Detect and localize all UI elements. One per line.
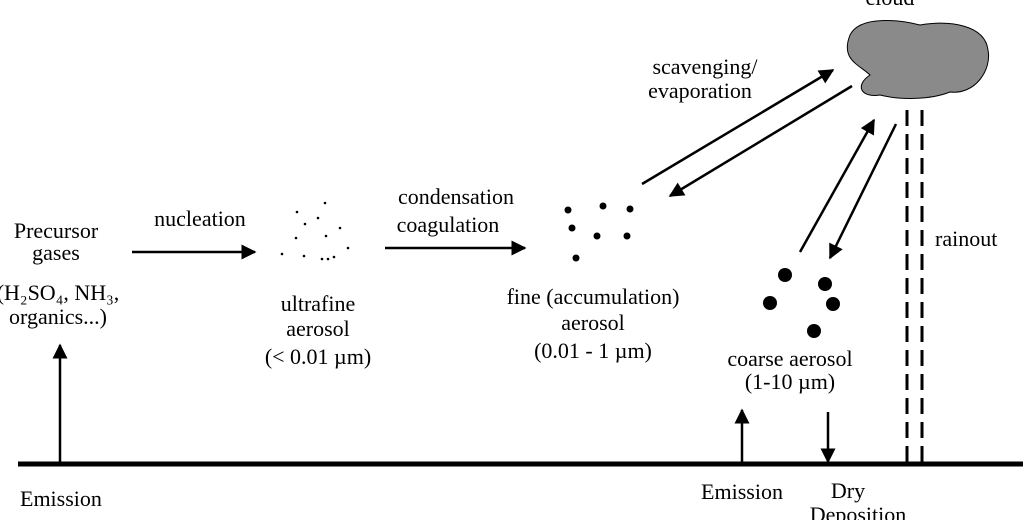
condensation-label: condensation [398,184,514,209]
ultrafine-particles [280,201,350,261]
ultrafine-label: aerosol [286,316,350,341]
coarse-label: (1-10 µm) [745,369,835,394]
arrow [641,68,835,186]
arrow [798,118,876,253]
deposition-label: Deposition [810,502,907,520]
ultrafine-label: ultrafine [281,291,356,316]
fine-label: (0.01 - 1 µm) [534,338,652,363]
fine-label: fine (accumulation) [507,284,680,309]
fine-particles [564,202,634,262]
precursor-label: Precursor [14,218,99,243]
cloud-shape [847,20,990,99]
emission-label: Emission [701,479,783,504]
fine-label: aerosol [561,310,625,335]
rainout-label: rainout [935,226,997,251]
arrow [668,84,853,198]
dry-label: Dry [831,478,865,503]
precursor-label: organics...) [9,304,107,329]
nucleation-label: nucleation [154,206,246,231]
coagulation-label: coagulation [397,212,500,237]
coarse-label: coarse aerosol [727,346,852,371]
arrow [828,123,898,260]
scavenging-label: scavenging/ [652,54,758,79]
ultrafine-label: (< 0.01 µm) [265,344,371,369]
precursor-label: gases [32,240,80,265]
precursor-label: (H₂SO₄, NH₃, [0,280,119,305]
cloud-label: cloud [866,0,915,10]
coarse-particles [763,268,840,338]
emission-label: Emission [20,486,102,511]
evaporation-label: evaporation [648,78,752,103]
